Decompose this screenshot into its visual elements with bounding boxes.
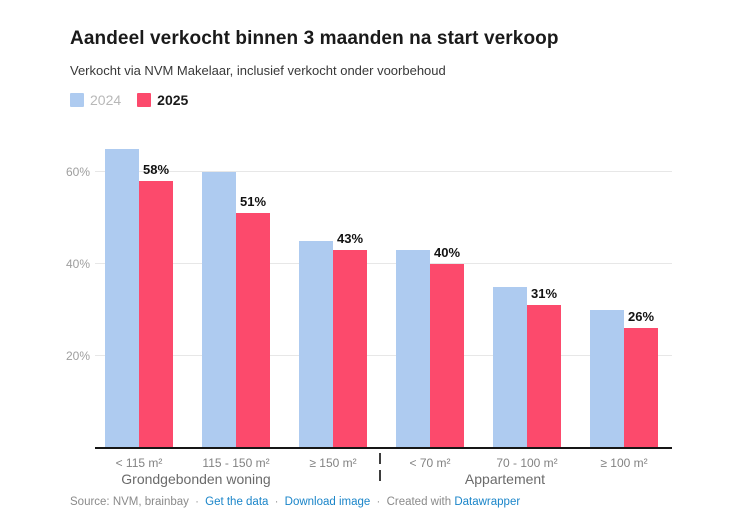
- value-label-2025: 31%: [530, 286, 558, 301]
- x-axis-tick-label: 70 - 100 m²: [496, 456, 558, 470]
- y-axis-tick-label: 40%: [65, 257, 90, 271]
- created-with-text: Created with: [386, 496, 452, 508]
- legend-swatch-icon: [70, 93, 84, 107]
- bar-2024-< 115 m²[interactable]: [105, 149, 139, 448]
- bar-2025-< 70 m²[interactable]: [430, 264, 464, 448]
- bar-2025-≥ 150 m²[interactable]: [333, 250, 367, 448]
- plot-area: 58% 51% 43% 40% 31% 26%: [95, 128, 672, 448]
- x-axis-tick-label: ≥ 150 m²: [309, 456, 357, 470]
- legend-label: 2024: [90, 92, 122, 108]
- value-label-2025: 40%: [433, 245, 461, 260]
- value-label-2025: 26%: [627, 309, 655, 324]
- footer-separator: ·: [191, 496, 203, 508]
- bar-2025-< 115 m²[interactable]: [139, 181, 173, 448]
- x-axis-line: [95, 447, 672, 449]
- x-axis-tick-label: < 70 m²: [409, 456, 451, 470]
- source-text: Source: NVM, brainbay: [70, 496, 189, 508]
- legend-label: 2025: [157, 92, 189, 108]
- bar-2024-70 - 100 m²[interactable]: [493, 287, 527, 448]
- bar-2024-≥ 150 m²[interactable]: [299, 241, 333, 448]
- x-axis-tick-label: ≥ 100 m²: [600, 456, 648, 470]
- y-axis-tick-label: 20%: [65, 349, 90, 363]
- legend-swatch-icon: [137, 93, 152, 107]
- bar-2025-70 - 100 m²[interactable]: [527, 305, 561, 448]
- section-separator-dash: [379, 470, 381, 481]
- footer-separator: ·: [373, 496, 384, 508]
- gridline-60: [95, 171, 672, 172]
- chart-subtitle: Verkocht via NVM Makelaar, inclusief ver…: [70, 63, 446, 78]
- value-label-2025: 43%: [336, 231, 364, 246]
- bar-2024-< 70 m²[interactable]: [396, 250, 430, 448]
- bar-2025-115 - 150 m²[interactable]: [236, 213, 270, 448]
- value-label-2025: 58%: [142, 162, 170, 177]
- section-separator-dash: [379, 453, 381, 464]
- x-axis-tick-label: 115 - 150 m²: [202, 456, 270, 470]
- footer-link-download-image[interactable]: Download image: [284, 496, 371, 508]
- bar-2025-≥ 100 m²[interactable]: [624, 328, 658, 448]
- datawrapper-link[interactable]: Datawrapper: [454, 496, 521, 508]
- footer: Source: NVM, brainbay · Get the data · D…: [70, 496, 520, 508]
- legend-item-2025: 2025: [137, 92, 188, 108]
- footer-link-get-the-data[interactable]: Get the data: [205, 496, 269, 508]
- bar-2024-115 - 150 m²[interactable]: [202, 172, 236, 448]
- bar-2024-≥ 100 m²[interactable]: [590, 310, 624, 448]
- legend-item-2024: 2024: [70, 92, 121, 108]
- legend: 2024 2025: [70, 92, 188, 108]
- section-label: Grondgebonden woning: [121, 471, 271, 487]
- section-label: Appartement: [464, 471, 546, 487]
- x-axis-tick-label: < 115 m²: [115, 456, 163, 470]
- footer-separator: ·: [271, 496, 282, 508]
- y-axis-tick-label: 60%: [65, 165, 90, 179]
- gridline-20: [95, 355, 672, 356]
- gridline-40: [95, 263, 672, 264]
- value-label-2025: 51%: [239, 194, 267, 209]
- chart-title: Aandeel verkocht binnen 3 maanden na sta…: [70, 28, 559, 49]
